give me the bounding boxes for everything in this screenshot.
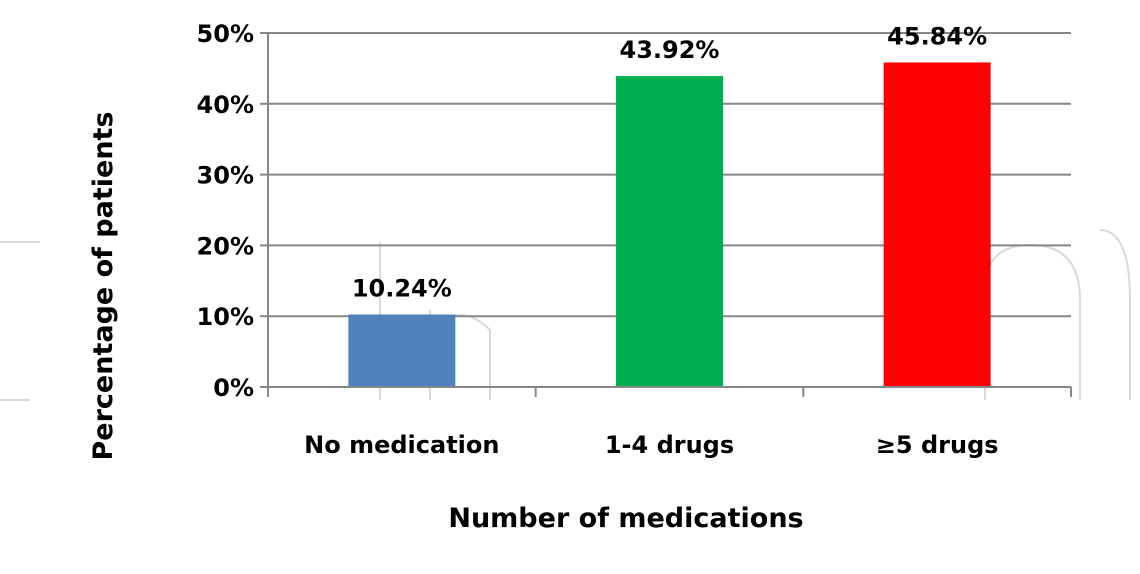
axes [260,32,1072,397]
y-tick-label: 10% [197,303,254,331]
y-tick-label: 0% [213,374,254,402]
bar [616,76,723,388]
data-label: 45.84% [887,22,987,50]
data-label: 43.92% [620,36,720,64]
x-axis-title: Number of medications [448,503,803,534]
bar [348,314,456,387]
y-tick-label: 40% [197,91,254,119]
y-tick-label: 20% [197,232,254,260]
x-tick-label: No medication [304,431,499,459]
y-tick-label: 50% [197,20,254,48]
labels: 0% 10% 20% 30% 40% 50% 10.24% No medication 43.9… [197,20,999,459]
bars [348,62,991,388]
x-tick-label: ≥5 drugs [876,431,999,459]
bar [883,62,991,388]
y-tick-label: 30% [197,162,254,190]
data-label: 10.24% [352,275,452,303]
x-tick-label: 1-4 drugs [605,431,734,459]
y-axis-title: Percentage of patients [88,111,119,460]
